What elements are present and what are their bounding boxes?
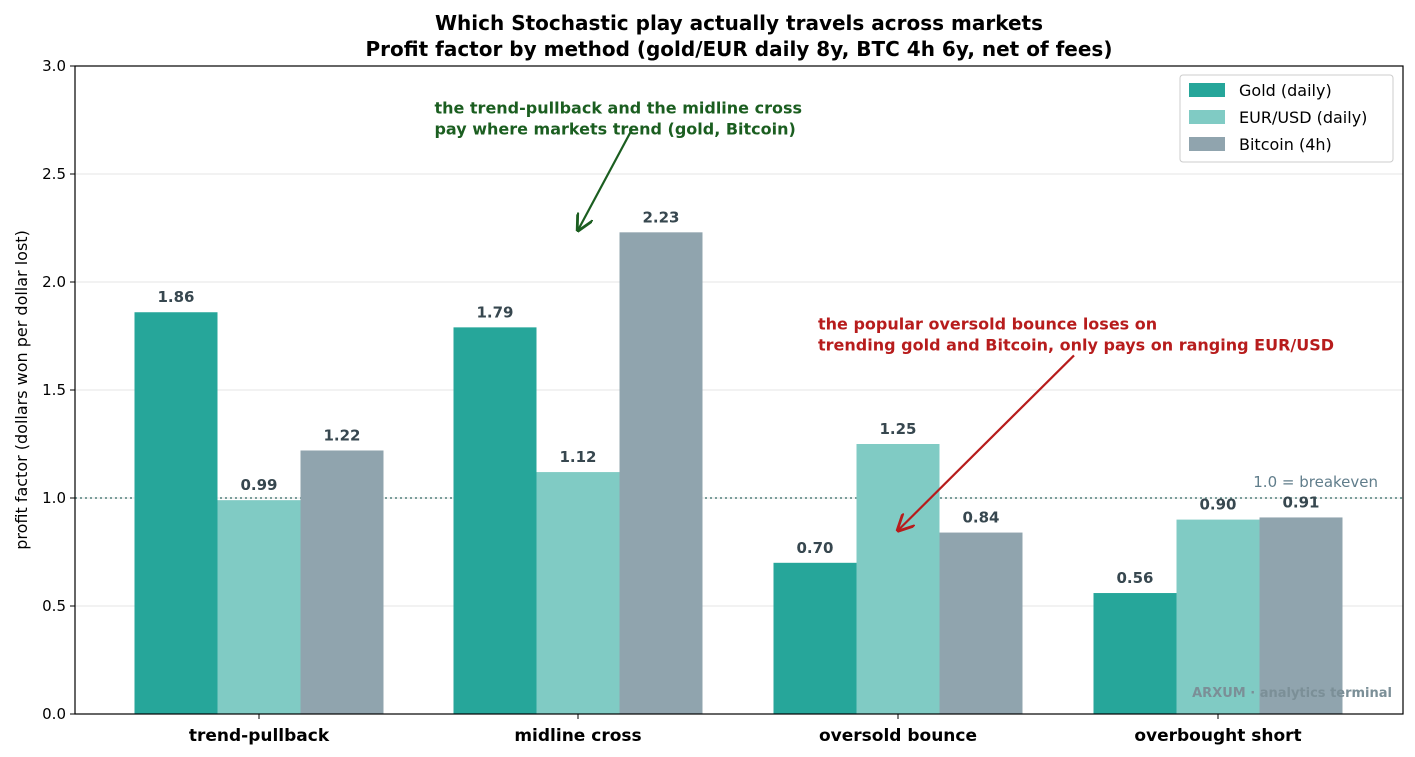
annotation-arrow bbox=[578, 128, 634, 231]
y-tick-label: 2.0 bbox=[42, 273, 66, 291]
annotation-text: the trend-pullback and the midline cross bbox=[434, 99, 802, 118]
x-tick-label: oversold bounce bbox=[819, 726, 977, 746]
y-tick-label: 1.5 bbox=[42, 381, 66, 399]
chart-subtitle: Profit factor by method (gold/EUR daily … bbox=[366, 37, 1113, 61]
x-tick-label: trend-pullback bbox=[189, 726, 330, 746]
x-axis-ticks: trend-pullback midline cross oversold boun… bbox=[189, 714, 1302, 746]
annotation-arrow bbox=[898, 354, 1075, 530]
bar-3-2 bbox=[1259, 517, 1343, 714]
legend: Gold (daily) EUR/USD (daily) Bitcoin (4h) bbox=[1179, 74, 1394, 163]
y-tick-label: 1.0 bbox=[42, 489, 66, 507]
data-label: 0.84 bbox=[962, 509, 999, 527]
bar-0-0 bbox=[134, 312, 218, 714]
x-tick-label: midline cross bbox=[514, 726, 641, 746]
legend-swatch bbox=[1189, 110, 1225, 124]
y-axis-ticks: 0.0 0.5 1.0 1.5 2.0 2.5 3.0 bbox=[42, 57, 75, 723]
annotation-text: pay where markets trend (gold, Bitcoin) bbox=[434, 120, 795, 139]
y-tick-label: 0.5 bbox=[42, 597, 66, 615]
annotation-text: trending gold and Bitcoin, only pays on … bbox=[818, 336, 1334, 355]
data-label: 0.56 bbox=[1116, 569, 1153, 587]
breakeven-label: 1.0 = breakeven bbox=[1253, 473, 1378, 491]
legend-swatch bbox=[1189, 83, 1225, 97]
bar-1-1 bbox=[536, 472, 620, 714]
data-label: 1.12 bbox=[559, 448, 596, 466]
chart-title: Which Stochastic play actually travels a… bbox=[435, 11, 1043, 35]
y-axis-label: profit factor (dollars won per dollar lo… bbox=[12, 230, 31, 550]
data-label: 1.22 bbox=[323, 426, 360, 444]
bar-3-1 bbox=[1176, 519, 1260, 714]
bar-0-2 bbox=[300, 450, 384, 714]
legend-swatch bbox=[1189, 137, 1225, 151]
bar-1-2 bbox=[619, 232, 703, 714]
data-label: 0.70 bbox=[796, 539, 833, 557]
legend-label: Bitcoin (4h) bbox=[1239, 135, 1332, 154]
bar-2-1 bbox=[856, 444, 940, 714]
data-label: 1.86 bbox=[157, 288, 194, 306]
bar-2-2 bbox=[939, 532, 1023, 714]
data-labels: 1.86 0.99 1.22 1.79 1.12 2.23 0.70 1.25 0.84 0.56… bbox=[157, 208, 1319, 587]
bars bbox=[134, 232, 1343, 714]
data-label: 0.91 bbox=[1282, 493, 1319, 511]
legend-label: Gold (daily) bbox=[1239, 81, 1332, 100]
watermark: ARXUM · analytics terminal bbox=[1192, 686, 1392, 701]
data-label: 2.23 bbox=[642, 208, 679, 226]
x-tick-label: overbought short bbox=[1134, 726, 1301, 746]
bar-2-0 bbox=[773, 562, 857, 714]
data-label: 0.99 bbox=[240, 476, 277, 494]
y-tick-label: 3.0 bbox=[42, 57, 66, 75]
y-tick-label: 0.0 bbox=[42, 705, 66, 723]
legend-box bbox=[1179, 74, 1394, 163]
data-label: 1.25 bbox=[879, 420, 916, 438]
y-tick-label: 2.5 bbox=[42, 165, 66, 183]
breakeven-line: 1.0 = breakeven bbox=[75, 473, 1403, 499]
bar-0-1 bbox=[217, 500, 301, 714]
bar-1-0 bbox=[453, 327, 537, 714]
annotations: the trend-pullback and the midline cross… bbox=[434, 99, 1334, 531]
data-label: 1.79 bbox=[476, 303, 513, 321]
legend-label: EUR/USD (daily) bbox=[1239, 108, 1367, 127]
bar-3-0 bbox=[1093, 593, 1177, 714]
data-label: 0.90 bbox=[1199, 496, 1236, 514]
annotation-text: the popular oversold bounce loses on bbox=[818, 315, 1157, 334]
